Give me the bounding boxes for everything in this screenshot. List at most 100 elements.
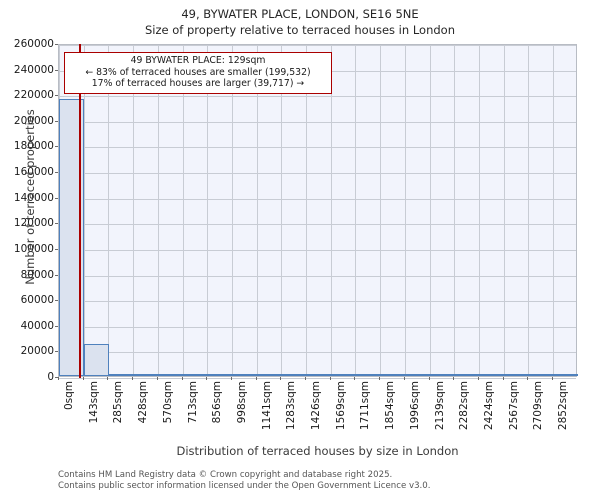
x-axis-tick-mark: [280, 377, 282, 380]
histogram-bar: [108, 374, 134, 376]
x-axis-tick-label: 1141sqm: [260, 381, 273, 431]
property-annotation-box: 49 BYWATER PLACE: 129sqm ← 83% of terrac…: [64, 52, 332, 94]
x-axis-tick-label: 856sqm: [211, 381, 224, 424]
histogram-bar: [133, 374, 158, 376]
y-axis-tick-mark: [55, 197, 58, 199]
y-axis-tick-label: 100000: [13, 242, 54, 255]
x-axis-tick-mark: [502, 377, 504, 380]
x-axis-tick-mark: [354, 377, 356, 380]
footer-line-1: Contains HM Land Registry data © Crown c…: [58, 470, 393, 480]
x-axis-tick-label: 2282sqm: [458, 381, 471, 431]
histogram-bar: [404, 374, 430, 376]
y-axis-tick-mark: [55, 351, 58, 353]
gridline-vertical: [479, 45, 480, 376]
title-block: 49, BYWATER PLACE, LONDON, SE16 5NE Size…: [0, 6, 600, 38]
y-axis-tick-label: 180000: [13, 140, 54, 153]
y-axis-tick-labels: 0 20000 40000 60000 80000 100000 120000 140000 1…: [0, 0, 58, 500]
x-axis-tick-label: 998sqm: [235, 381, 248, 424]
gridline-vertical: [504, 45, 505, 376]
gridline-vertical: [528, 45, 529, 376]
gridline-vertical: [306, 45, 307, 376]
gridline-vertical: [331, 45, 332, 376]
gridline-vertical: [183, 45, 184, 376]
gridline-vertical: [553, 45, 554, 376]
footer-attribution: Contains HM Land Registry data © Crown c…: [58, 470, 598, 491]
x-axis-tick-label: 1996sqm: [408, 381, 421, 431]
histogram-bar: [256, 374, 282, 376]
gridline-horizontal: [59, 301, 576, 302]
gridline-horizontal: [59, 352, 576, 353]
x-axis-title: Distribution of terraced houses by size …: [176, 444, 459, 458]
x-axis-tick-mark: [181, 377, 183, 380]
gridline-vertical: [430, 45, 431, 376]
y-axis-tick-label: 220000: [13, 89, 54, 102]
x-axis-tick-mark: [58, 377, 59, 380]
gridline-horizontal: [59, 276, 576, 277]
annotation-line-property: 49 BYWATER PLACE: 129sqm: [130, 55, 266, 66]
gridline-vertical: [281, 45, 282, 376]
y-axis-tick-label: 120000: [13, 217, 54, 230]
x-axis-tick-mark: [107, 377, 109, 380]
x-axis-tick-mark: [403, 377, 405, 380]
x-axis-tick-mark: [478, 377, 480, 380]
histogram-bar: [83, 344, 109, 376]
gridline-horizontal: [59, 224, 576, 225]
x-axis-tick-mark: [428, 377, 430, 380]
gridline-vertical: [84, 45, 85, 376]
x-axis-tick-label: 1426sqm: [310, 381, 323, 431]
histogram-bar: [479, 374, 504, 376]
x-axis-tick-mark: [255, 377, 257, 380]
histogram-bar: [503, 374, 529, 376]
y-axis-tick-label: 20000: [20, 345, 54, 358]
x-axis-tick-mark: [329, 377, 331, 380]
gridline-vertical: [380, 45, 381, 376]
x-axis-tick-mark: [230, 377, 232, 380]
y-axis-tick-mark: [55, 172, 58, 174]
gridline-horizontal: [59, 327, 576, 328]
y-axis-tick-label: 200000: [13, 114, 54, 127]
x-axis-tick-label: 1854sqm: [384, 381, 397, 431]
y-axis-tick-mark: [55, 44, 58, 45]
x-axis-tick-label: 0sqm: [63, 381, 75, 411]
x-axis-tick-mark: [305, 377, 307, 380]
y-axis-tick-mark: [55, 300, 58, 302]
x-axis-tick-mark: [379, 377, 381, 380]
histogram-bar: [157, 374, 183, 376]
histogram-bar: [553, 374, 578, 376]
x-axis-tick-label: 570sqm: [161, 381, 174, 424]
gridline-horizontal: [59, 199, 576, 200]
y-axis-tick-mark: [55, 223, 58, 225]
chart-plot-area: [58, 44, 578, 379]
gridline-horizontal: [59, 45, 576, 46]
y-axis-tick-mark: [55, 248, 58, 250]
x-axis-tick-label: 2139sqm: [433, 381, 446, 431]
x-axis-tick-label: 2852sqm: [557, 381, 570, 431]
y-axis-tick-label: 140000: [13, 191, 54, 204]
histogram-bar: [306, 374, 331, 376]
histogram-bar: [355, 374, 381, 376]
page-title: 49, BYWATER PLACE, LONDON, SE16 5NE: [181, 7, 419, 21]
gridline-horizontal: [59, 122, 576, 123]
y-axis-tick-label: 160000: [13, 166, 54, 179]
y-axis-tick-label: 260000: [13, 38, 54, 50]
y-axis-tick-label: 0: [47, 371, 54, 383]
x-axis-tick-label: 1569sqm: [334, 381, 347, 431]
histogram-bar: [330, 374, 356, 376]
gridline-vertical: [158, 45, 159, 376]
y-axis-tick-mark: [55, 146, 58, 148]
histogram-bar: [528, 374, 554, 376]
gridline-vertical: [355, 45, 356, 376]
page-subtitle: Size of property relative to terraced ho…: [145, 23, 455, 37]
x-axis-tick-mark: [527, 377, 529, 380]
gridline-vertical: [108, 45, 109, 376]
x-axis-tick-label: 428sqm: [137, 381, 150, 424]
y-axis-title: Number of terraced properties: [23, 109, 37, 285]
annotation-line-smaller: ← 83% of terraced houses are smaller (19…: [85, 66, 311, 78]
x-axis-tick-label: 2567sqm: [507, 381, 520, 431]
x-axis-tick-mark: [132, 377, 134, 380]
x-axis-tick-mark: [206, 377, 208, 380]
gridline-horizontal: [59, 378, 576, 379]
gridline-horizontal: [59, 147, 576, 148]
property-size-marker-line: [79, 44, 82, 378]
